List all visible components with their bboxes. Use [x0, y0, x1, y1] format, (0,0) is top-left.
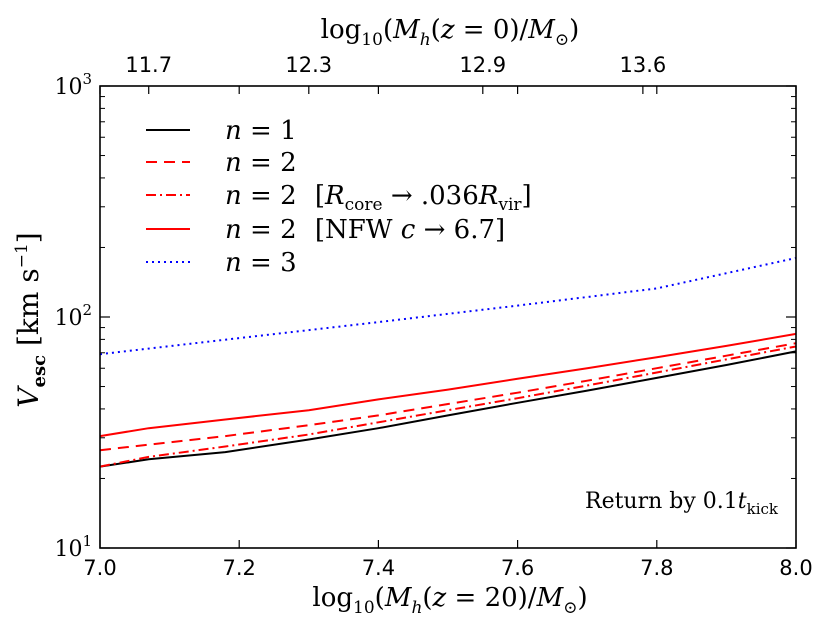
- series-line-0: [99, 350, 797, 468]
- y-tick-label-1: 102: [54, 301, 92, 331]
- top-tick-label-1: 12.3: [285, 53, 332, 77]
- y-tick-label-2: 103: [54, 70, 92, 100]
- legend-label-n3: n = 3: [225, 248, 297, 278]
- x-tick-label-0: 7.0: [83, 556, 116, 580]
- series-line-4: [99, 257, 797, 356]
- series-line-2: [99, 345, 797, 468]
- plot-frame: [99, 85, 797, 549]
- x-tick-label-5: 8.0: [779, 556, 812, 580]
- x-axis-label: log10(Mh(z = 20)/M⊙): [312, 583, 587, 618]
- series-line-3: [99, 332, 797, 438]
- x-tick-label-4: 7.8: [640, 556, 673, 580]
- x-axis-top-label: log10(Mh(z = 0)/M⊙): [321, 15, 580, 50]
- x-tick-label-2: 7.4: [362, 556, 395, 580]
- y-axis-label: Vesc [km s−1]: [12, 232, 50, 407]
- top-tick-label-3: 13.6: [619, 53, 666, 77]
- legend: n = 1 n = 2 n = 2 [Rcore → .036Rvir] n =…: [146, 116, 532, 278]
- top-tick-label-2: 12.9: [459, 53, 506, 77]
- legend-label-n2-nfw: n = 2 [NFW c → 6.7]: [225, 215, 505, 245]
- legend-label-n2: n = 2: [225, 148, 297, 178]
- annotation-return-by: Return by 0.1tkick: [585, 489, 779, 518]
- x-tick-label-3: 7.6: [501, 556, 534, 580]
- y-tick-label-0: 101: [54, 532, 92, 562]
- series-line-1: [99, 342, 797, 452]
- legend-label-n1: n = 1: [225, 116, 297, 146]
- x-tick-label-1: 7.2: [222, 556, 255, 580]
- legend-label-n2-core: n = 2 [Rcore → .036Rvir]: [225, 181, 532, 215]
- top-tick-label-0: 11.7: [125, 53, 172, 77]
